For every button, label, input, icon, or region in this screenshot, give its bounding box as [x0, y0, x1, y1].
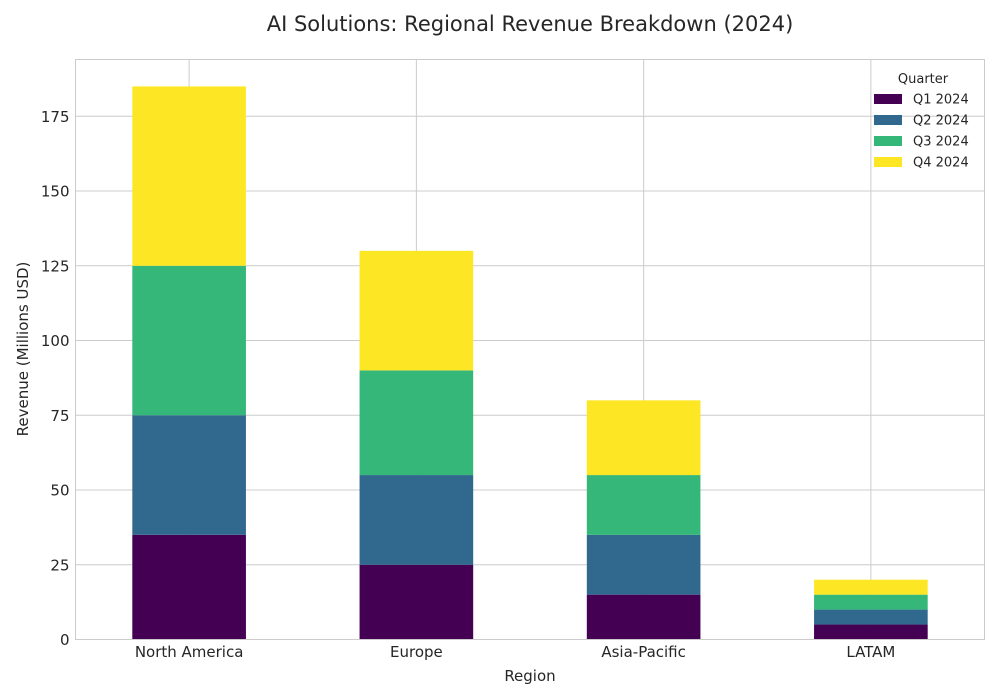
legend-swatch [874, 115, 902, 125]
y-tick-label: 50 [50, 482, 69, 500]
y-tick-label: 0 [60, 631, 70, 649]
bar-segment-asia-pacific-q4 [586, 400, 701, 476]
plot-frame [75, 59, 985, 640]
x-ticks: North America Europe Asia-Pacific LATAM [135, 643, 896, 661]
x-tick-label: LATAM [846, 643, 895, 661]
bar-segment-latam-q4 [814, 579, 928, 595]
legend-swatch [874, 94, 902, 104]
x-tick-label: Asia-Pacific [601, 643, 686, 661]
bar-segment-latam-q3 [814, 594, 928, 610]
y-tick-label: 125 [41, 257, 70, 275]
bar-segment-europe-q4 [359, 250, 474, 371]
bar-segment-europe-q2 [359, 475, 474, 565]
y-tick-label: 75 [50, 407, 69, 425]
y-axis-label: Revenue (Millions USD) [14, 262, 32, 437]
y-tick-label: 150 [41, 183, 70, 201]
bar-segment-latam-q2 [814, 609, 928, 625]
y-tick-label: 25 [50, 556, 69, 574]
x-axis-label: Region [504, 667, 555, 685]
chart-title: AI Solutions: Regional Revenue Breakdown… [267, 12, 794, 36]
bar-segment-asia-pacific-q3 [586, 475, 701, 535]
legend-label: Q1 2024 [913, 93, 969, 108]
legend-swatch [874, 136, 902, 146]
legend-label: Q2 2024 [913, 114, 969, 129]
y-tick-label: 175 [41, 108, 70, 126]
legend-title: Quarter [898, 72, 949, 87]
bar-segment-north-america-q1 [132, 534, 246, 640]
x-tick-label: Europe [390, 643, 443, 661]
bar-segment-north-america-q2 [132, 415, 246, 535]
bar-segment-north-america-q3 [132, 265, 246, 416]
y-tick-label: 100 [41, 332, 70, 350]
bar-segment-north-america-q4 [132, 86, 246, 266]
legend-label: Q4 2024 [913, 156, 969, 171]
bar-segment-europe-q3 [359, 370, 474, 476]
bar-segment-latam-q1 [814, 624, 928, 640]
x-tick-label: North America [135, 643, 244, 661]
bar-segment-asia-pacific-q1 [586, 594, 701, 640]
legend-label: Q3 2024 [913, 135, 969, 150]
y-ticks: 0 25 50 75 100 125 150 175 [41, 108, 70, 649]
bar-segment-asia-pacific-q2 [586, 534, 701, 595]
legend-swatch [874, 157, 902, 167]
bar-segment-europe-q1 [359, 564, 474, 640]
bars-layer [132, 86, 928, 640]
legend: Quarter Q1 2024 Q2 2024 Q3 2024 Q4 2024 [874, 72, 969, 171]
